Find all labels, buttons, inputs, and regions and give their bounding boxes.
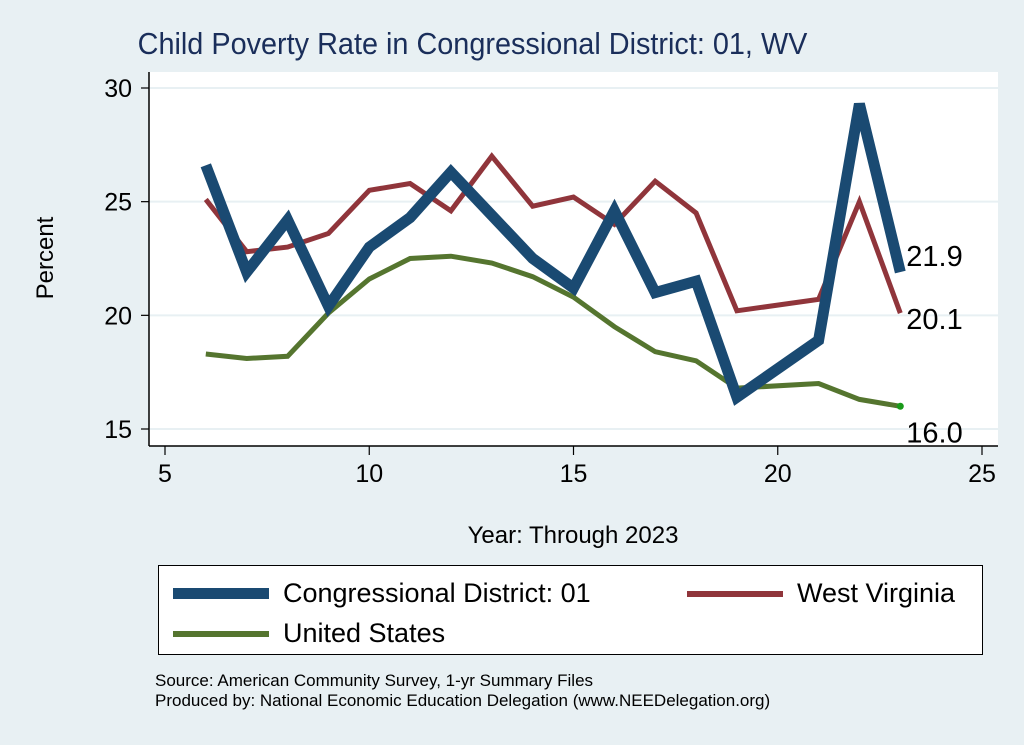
series-lines [200, 102, 906, 410]
y-tick-label: 15 [104, 416, 132, 444]
x-ticks: 5 10 15 20 25 [158, 446, 996, 488]
y-axis-title: Percent [32, 216, 59, 299]
series-line-1 [203, 152, 903, 314]
series-end-marker [896, 402, 904, 410]
legend-label-district: Congressional District: 01 [283, 578, 591, 608]
legend-item-united-states: United States [173, 618, 445, 649]
legend-label-west-virginia: West Virginia [797, 578, 956, 608]
end-label-0: 21.9 [906, 241, 962, 273]
y-tick-label: 30 [104, 75, 132, 103]
x-tick-label: 25 [968, 460, 996, 488]
y-ticks: 15 20 25 30 [104, 75, 149, 444]
legend-swatch-united-states [173, 630, 269, 637]
y-tick-label: 20 [104, 302, 132, 330]
produced-by-note: Produced by: National Economic Education… [155, 691, 771, 710]
chart-title: Child Poverty Rate in Congressional Dist… [137, 26, 808, 61]
legend-item-west-virginia: West Virginia [687, 578, 955, 609]
x-tick-label: 10 [355, 460, 383, 488]
x-tick-label: 5 [158, 460, 172, 488]
series-line-0 [200, 102, 906, 406]
legend-swatch-west-virginia [687, 590, 783, 597]
end-label-2: 16.0 [906, 417, 962, 449]
legend-item-district: Congressional District: 01 [173, 578, 591, 609]
legend-swatch-district [173, 588, 269, 599]
source-note: Source: American Community Survey, 1-yr … [155, 671, 594, 690]
x-axis-title: Year: Through 2023 [468, 522, 679, 549]
legend: Congressional District: 01 West Virginia… [158, 565, 983, 655]
end-labels: 21.9 20.1 16.0 [906, 241, 962, 449]
x-tick-label: 15 [560, 460, 588, 488]
legend-label-united-states: United States [283, 618, 446, 648]
end-label-1: 20.1 [906, 304, 962, 336]
chart-notes: Source: American Community Survey, 1-yr … [155, 671, 770, 711]
x-tick-label: 20 [764, 460, 792, 488]
chart: 15 20 25 30 5 10 15 20 25 21.9 20.1 16.0 Year: Th… [32, 72, 998, 549]
y-tick-label: 25 [104, 189, 132, 217]
gridlines [150, 87, 998, 430]
series-line-2 [205, 253, 901, 409]
